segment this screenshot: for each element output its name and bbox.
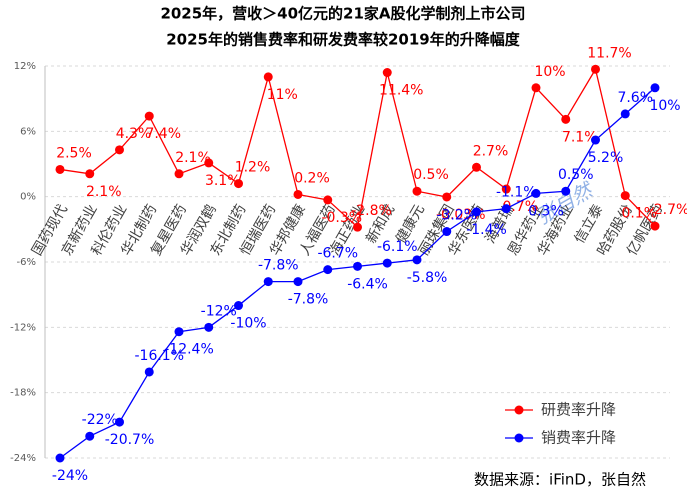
data-label: -2.8% (351, 203, 392, 219)
legend-label: 研费率升降 (541, 401, 616, 419)
data-label: 0.1% (621, 206, 657, 222)
data-label: 11% (267, 87, 298, 103)
data-label: 4.3% (116, 126, 152, 142)
data-label: -10% (230, 316, 266, 332)
y-tick-label: -12% (10, 322, 36, 333)
y-tick-label: -24% (10, 453, 36, 464)
point (591, 64, 600, 74)
point (323, 265, 333, 275)
data-label: -7.8% (258, 258, 299, 274)
point (501, 204, 511, 214)
point (412, 255, 422, 265)
point (55, 453, 65, 463)
data-label: 0.2% (294, 170, 330, 186)
data-label: -24% (52, 468, 88, 484)
chart-subtitle: 2025年的销售费率和研发费率较2019年的升降幅度 (166, 31, 520, 49)
point (115, 417, 124, 427)
legend-marker (514, 433, 524, 443)
data-label: 1.2% (235, 160, 271, 176)
point (620, 109, 630, 119)
point (650, 221, 660, 231)
point (382, 68, 392, 78)
data-label: -16.1% (134, 348, 184, 364)
y-tick-label: -18% (10, 388, 36, 399)
data-label: -5.8% (407, 270, 448, 286)
point (174, 169, 184, 179)
point (204, 158, 214, 168)
data-label: 7.4% (145, 126, 181, 142)
point (591, 135, 600, 145)
point (531, 83, 541, 93)
legend-label: 销费率升降 (541, 429, 616, 447)
y-tick-label: -6% (17, 257, 36, 268)
point (472, 162, 481, 172)
data-label: -6.1% (377, 239, 418, 255)
point (561, 114, 571, 124)
point (204, 322, 214, 332)
point (293, 277, 303, 287)
data-label: -6.4% (347, 276, 388, 292)
point (144, 367, 154, 377)
data-label: 0.7% (502, 199, 538, 215)
data-label: 7.6% (617, 90, 653, 106)
data-label: -0.3% (321, 210, 362, 226)
data-label: 0.3% (528, 203, 564, 219)
data-label: 10% (534, 64, 565, 80)
point (293, 189, 303, 199)
point (55, 164, 65, 174)
point (412, 186, 422, 196)
data-label: -12% (201, 303, 237, 319)
data-label: -1.4% (466, 222, 507, 238)
point (382, 258, 392, 268)
data-label: -2.7% (649, 202, 687, 218)
point (620, 191, 630, 201)
point (323, 195, 333, 205)
point (144, 111, 154, 121)
point (263, 277, 273, 287)
data-label: -1.1% (496, 185, 537, 201)
y-tick-label: 6% (20, 126, 36, 137)
point (234, 301, 243, 311)
point (442, 192, 452, 202)
data-label: 2.7% (473, 143, 509, 159)
data-label: 2.1% (86, 184, 122, 200)
data-label: 0.5% (558, 167, 594, 183)
source: 数据来源：iFinD，张自然 (474, 471, 646, 489)
data-label: 10% (649, 98, 680, 114)
data-label: -20.7% (105, 432, 155, 448)
point (85, 431, 95, 441)
data-label: -22% (82, 412, 118, 428)
y-tick-label: 0% (20, 192, 36, 203)
y-tick-label: 12% (14, 61, 36, 72)
point (234, 179, 243, 189)
point (353, 222, 362, 232)
point (115, 145, 124, 155)
legend-marker (514, 405, 524, 415)
data-label: -12.4% (164, 342, 214, 358)
data-label: 2.1% (175, 150, 211, 166)
point (85, 169, 95, 179)
data-label: 11.4% (379, 83, 423, 99)
point (174, 327, 184, 337)
point (531, 188, 541, 198)
point (353, 261, 362, 271)
data-label: 0.5% (413, 167, 449, 183)
data-label: 5.2% (588, 150, 624, 166)
data-label: 7.1% (562, 129, 598, 145)
point (561, 186, 571, 196)
point (472, 207, 481, 217)
data-label: -6.7% (317, 246, 358, 262)
point (501, 184, 511, 194)
point (650, 83, 660, 93)
point (263, 72, 273, 82)
point (442, 227, 452, 237)
data-label: 3.1% (205, 173, 241, 189)
data-label: -3.2% (436, 208, 477, 224)
data-label: -7.8% (288, 292, 329, 308)
data-label: 2.5% (56, 145, 92, 161)
data-label: 11.7% (587, 45, 631, 61)
chart-title: 2025年，营收＞40亿元的21家A股化学制剂上市公司 (160, 5, 525, 23)
